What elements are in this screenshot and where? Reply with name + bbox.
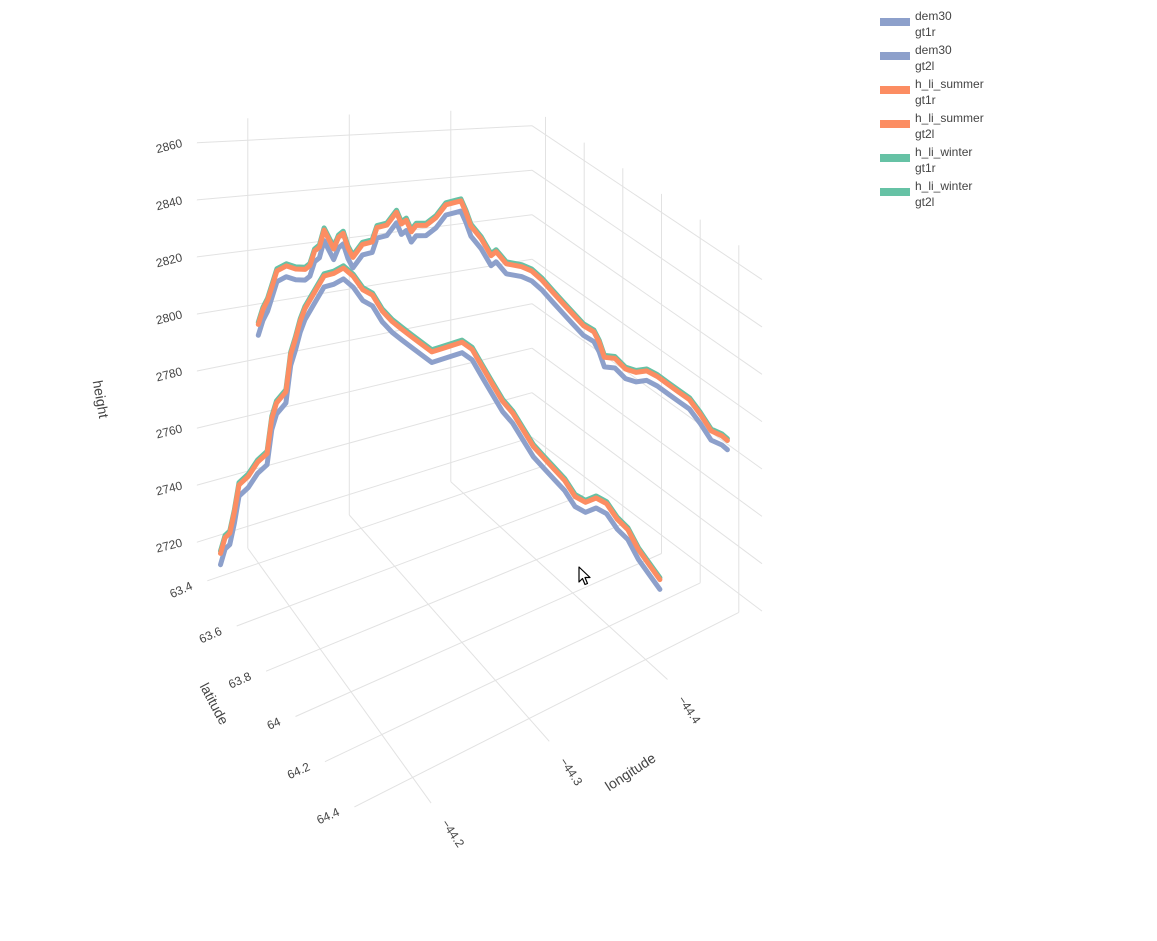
y-axis-title: latitude bbox=[197, 680, 232, 728]
z-tick-label: 2720 bbox=[154, 535, 184, 555]
y-tick-label: 63.4 bbox=[167, 579, 194, 601]
floor-gridline-lon bbox=[450, 481, 668, 680]
legend-label: h_li_summer gt1r bbox=[915, 76, 984, 108]
x-tick-label: −44.4 bbox=[675, 693, 704, 726]
wall-gridline-height bbox=[196, 347, 533, 429]
trace-h-li-summer-gt1r bbox=[255, 198, 730, 443]
legend-label-beam: gt2l bbox=[915, 195, 935, 209]
legend-item[interactable]: h_li_summer gt1r bbox=[880, 76, 1080, 110]
legend-item[interactable]: dem30 gt1r bbox=[880, 8, 1080, 42]
side-gridline-height bbox=[531, 347, 763, 517]
y-tick-label: 63.6 bbox=[197, 624, 224, 646]
mouse-cursor-icon bbox=[578, 566, 591, 586]
legend-swatch bbox=[880, 154, 910, 162]
legend-label-series: h_li_summer bbox=[915, 111, 984, 125]
side-gridline-height bbox=[531, 214, 763, 375]
legend-label-beam: gt1r bbox=[915, 161, 936, 175]
trace-dem30-gt1r bbox=[255, 208, 730, 453]
y-tick-label: 64.4 bbox=[315, 805, 342, 827]
y-tick-label: 64 bbox=[265, 714, 283, 732]
legend-item[interactable]: h_li_winter gt1r bbox=[880, 144, 1080, 178]
z-tick-label: 2740 bbox=[154, 478, 184, 498]
floor-gridline-lon bbox=[348, 514, 550, 742]
y-tick-label: 64.2 bbox=[285, 760, 312, 782]
z-tick-label: 2840 bbox=[154, 193, 184, 213]
side-gridline-height bbox=[531, 436, 763, 612]
wall-gridline-height bbox=[196, 436, 533, 543]
legend-swatch bbox=[880, 188, 910, 196]
z-tick-label: 2780 bbox=[154, 364, 184, 384]
z-axis-title: height bbox=[90, 379, 112, 419]
side-gridline-height bbox=[531, 303, 763, 470]
floor-gridline-lat bbox=[265, 523, 623, 672]
floor-gridline-lat bbox=[236, 494, 585, 627]
trace-h-li-winter-gt2l bbox=[218, 263, 663, 581]
legend-label: h_li_winter gt1r bbox=[915, 144, 972, 176]
legend-label-beam: gt1r bbox=[915, 25, 936, 39]
legend-label-series: dem30 bbox=[915, 9, 952, 23]
legend-label-beam: gt2l bbox=[915, 127, 935, 141]
x-tick-label: −44.2 bbox=[439, 817, 468, 850]
legend-label: dem30 gt2l bbox=[915, 42, 952, 74]
z-tick-label: 2820 bbox=[154, 250, 184, 270]
legend-label: dem30 gt1r bbox=[915, 8, 952, 40]
x-axis-title: longitude bbox=[602, 750, 659, 794]
legend-label-series: h_li_winter bbox=[915, 179, 973, 193]
side-gridline-height bbox=[531, 169, 763, 328]
floor-gridline-lat bbox=[295, 553, 662, 717]
z-tick-label: 2760 bbox=[154, 421, 184, 441]
side-gridline-height bbox=[531, 258, 763, 423]
legend: dem30 gt1r dem30 gt2l h_li_summer gt1r h_li_su… bbox=[880, 8, 1080, 212]
x-tick-label: −44.3 bbox=[557, 755, 586, 788]
legend-label-beam: gt1r bbox=[915, 93, 936, 107]
wall-gridline-height bbox=[196, 169, 533, 201]
legend-label-series: dem30 bbox=[915, 43, 952, 57]
legend-label-series: h_li_winter bbox=[915, 145, 973, 159]
legend-item[interactable]: dem30 gt2l bbox=[880, 42, 1080, 76]
traces bbox=[218, 196, 730, 592]
trace-dem30-gt2l bbox=[218, 276, 663, 592]
legend-label-series: h_li_summer bbox=[915, 77, 984, 91]
wall-gridline-height bbox=[196, 125, 533, 144]
z-tick-label: 2860 bbox=[154, 136, 184, 156]
wall-gridline-height bbox=[196, 214, 533, 258]
legend-swatch bbox=[880, 120, 910, 128]
z-tick-label: 2800 bbox=[154, 307, 184, 327]
legend-label: h_li_winter gt2l bbox=[915, 178, 972, 210]
floor-gridline-lat bbox=[324, 582, 701, 763]
trace-h-li-summer-gt2l bbox=[218, 265, 663, 583]
legend-swatch bbox=[880, 52, 910, 60]
wall-gridline-height bbox=[196, 303, 533, 372]
side-gridline-height bbox=[531, 125, 763, 281]
legend-swatch bbox=[880, 86, 910, 94]
y-tick-label: 63.8 bbox=[226, 669, 253, 691]
floor-gridline-lat bbox=[354, 611, 740, 808]
tick-labels: 2720 2740 2760 2780 2800 2820 2840 2860 63.4 63.6… bbox=[154, 136, 703, 850]
side-gridline-height bbox=[531, 392, 763, 565]
legend-item[interactable]: h_li_summer gt2l bbox=[880, 110, 1080, 144]
legend-item[interactable]: h_li_winter gt2l bbox=[880, 178, 1080, 212]
legend-label: h_li_summer gt2l bbox=[915, 110, 984, 142]
legend-label-beam: gt2l bbox=[915, 59, 935, 73]
floor-gridline-lat bbox=[207, 464, 546, 582]
legend-swatch bbox=[880, 18, 910, 26]
floor-gridline-lon bbox=[247, 548, 432, 804]
